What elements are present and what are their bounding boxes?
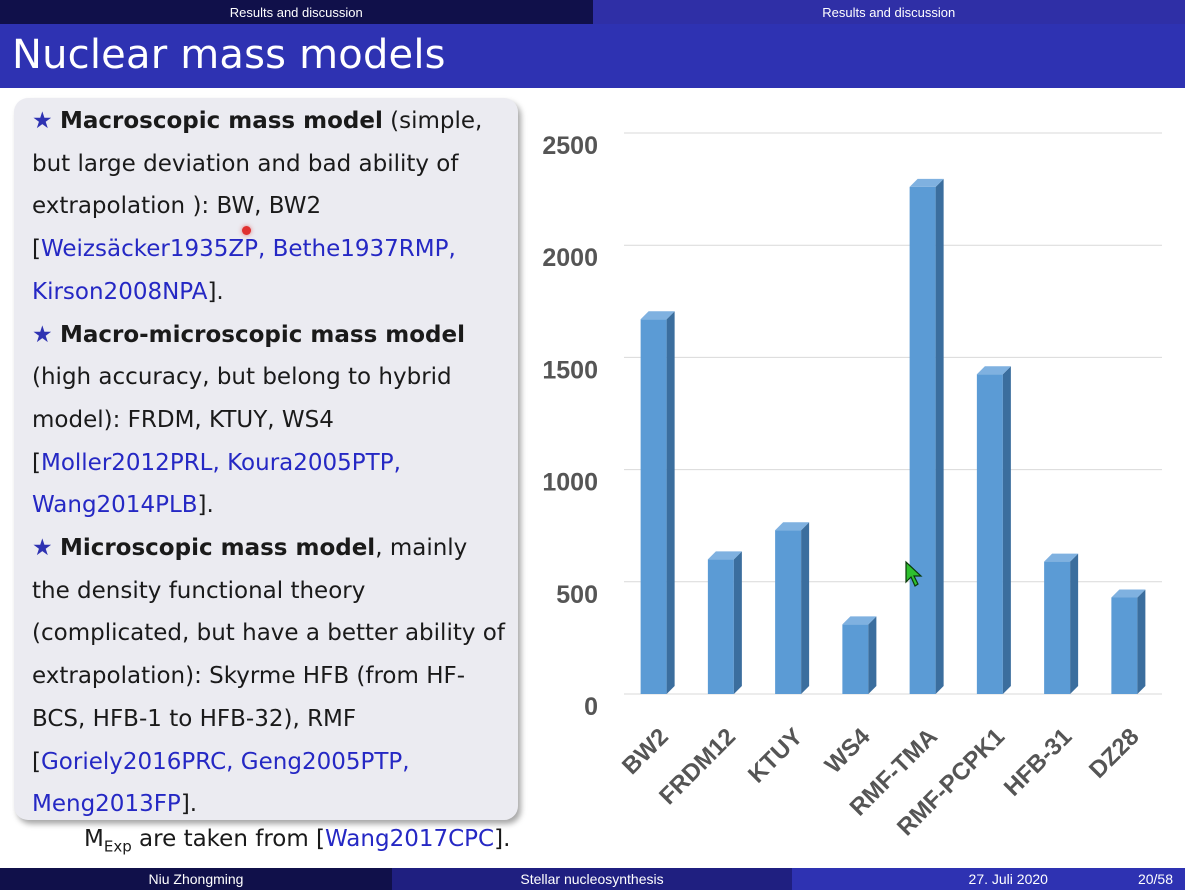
bar xyxy=(775,522,810,694)
item2-heading: Macro-microscopic mass model xyxy=(59,321,465,348)
top-navigation-bar: Results and discussion Results and discu… xyxy=(0,0,1185,24)
laser-pointer-dot xyxy=(242,226,251,235)
bar xyxy=(1111,589,1146,694)
section-nav-left[interactable]: Results and discussion xyxy=(0,0,593,24)
source-text: are taken from [ xyxy=(131,826,326,852)
bar xyxy=(842,616,877,694)
x-category-label: KTUY xyxy=(743,723,808,788)
slide-title-bar: Nuclear mass models xyxy=(0,24,1185,88)
x-category-label: DZ28 xyxy=(1084,723,1145,784)
source-end: ]. xyxy=(494,826,511,852)
mass-symbol: M xyxy=(84,826,104,852)
footer-author: Niu Zhongming xyxy=(148,871,244,887)
item2-references-link[interactable]: Moller2012PRL, Koura2005PTP, Wang2014PLB xyxy=(32,449,401,519)
y-tick-label: 1000 xyxy=(542,469,598,497)
x-category-label: WS4 xyxy=(820,723,876,779)
footer-talk-title: Stellar nucleosynthesis xyxy=(520,871,664,887)
bar xyxy=(909,178,944,694)
y-tick-label: 2000 xyxy=(542,244,598,272)
slide-title: Nuclear mass models xyxy=(12,32,446,78)
item3-references-link[interactable]: Goriely2016PRC, Geng2005PTP, Meng2013FP xyxy=(32,748,410,818)
item2-body: (high accuracy, but belong to hybrid mod… xyxy=(32,364,452,433)
mouse-pointer-icon xyxy=(905,560,923,587)
section-label-left: Results and discussion xyxy=(229,4,363,20)
content-text: ★ Macroscopic mass model (simple, but la… xyxy=(32,108,505,818)
bar xyxy=(976,366,1011,694)
item1-references-link[interactable]: Weizsäcker1935ZP, Bethe1937RMP, Kirson20… xyxy=(32,236,456,305)
x-category-label: BW2 xyxy=(617,723,674,780)
item1-heading: Macroscopic mass model xyxy=(59,108,383,134)
content-panel xyxy=(14,98,518,820)
bar xyxy=(640,311,675,694)
footer-date: 27. Juli 2020 xyxy=(968,871,1048,887)
item3-heading: Microscopic mass model xyxy=(59,535,376,562)
source-reference-link[interactable]: Wang2017CPC xyxy=(325,826,495,852)
footer-bar: Niu Zhongming Stellar nucleosynthesis 27… xyxy=(0,868,1185,890)
footer-page-number: 20/58 xyxy=(1137,871,1173,887)
y-tick-label: 1500 xyxy=(542,356,598,384)
section-nav-right[interactable]: Results and discussion xyxy=(592,0,1185,24)
x-category-label: HFB-31 xyxy=(999,723,1077,801)
y-tick-label: 0 xyxy=(584,693,598,721)
y-tick-label: 2500 xyxy=(542,132,598,160)
star-bullet-icon: ★ xyxy=(32,535,53,562)
item1-body: (simple, but large deviation and bad abi… xyxy=(32,108,483,220)
data-source-note: MExp are taken from [Wang2017CPC]. xyxy=(84,826,510,856)
mass-subscript: Exp xyxy=(103,837,132,856)
bar xyxy=(1044,553,1079,694)
y-tick-label: 500 xyxy=(556,581,598,609)
bar xyxy=(707,551,742,694)
star-bullet-icon: ★ xyxy=(32,321,53,348)
star-bullet-icon: ★ xyxy=(32,108,53,134)
item3-body: , mainly the density functional theory (… xyxy=(32,535,505,732)
section-label-right: Results and discussion xyxy=(822,4,956,20)
